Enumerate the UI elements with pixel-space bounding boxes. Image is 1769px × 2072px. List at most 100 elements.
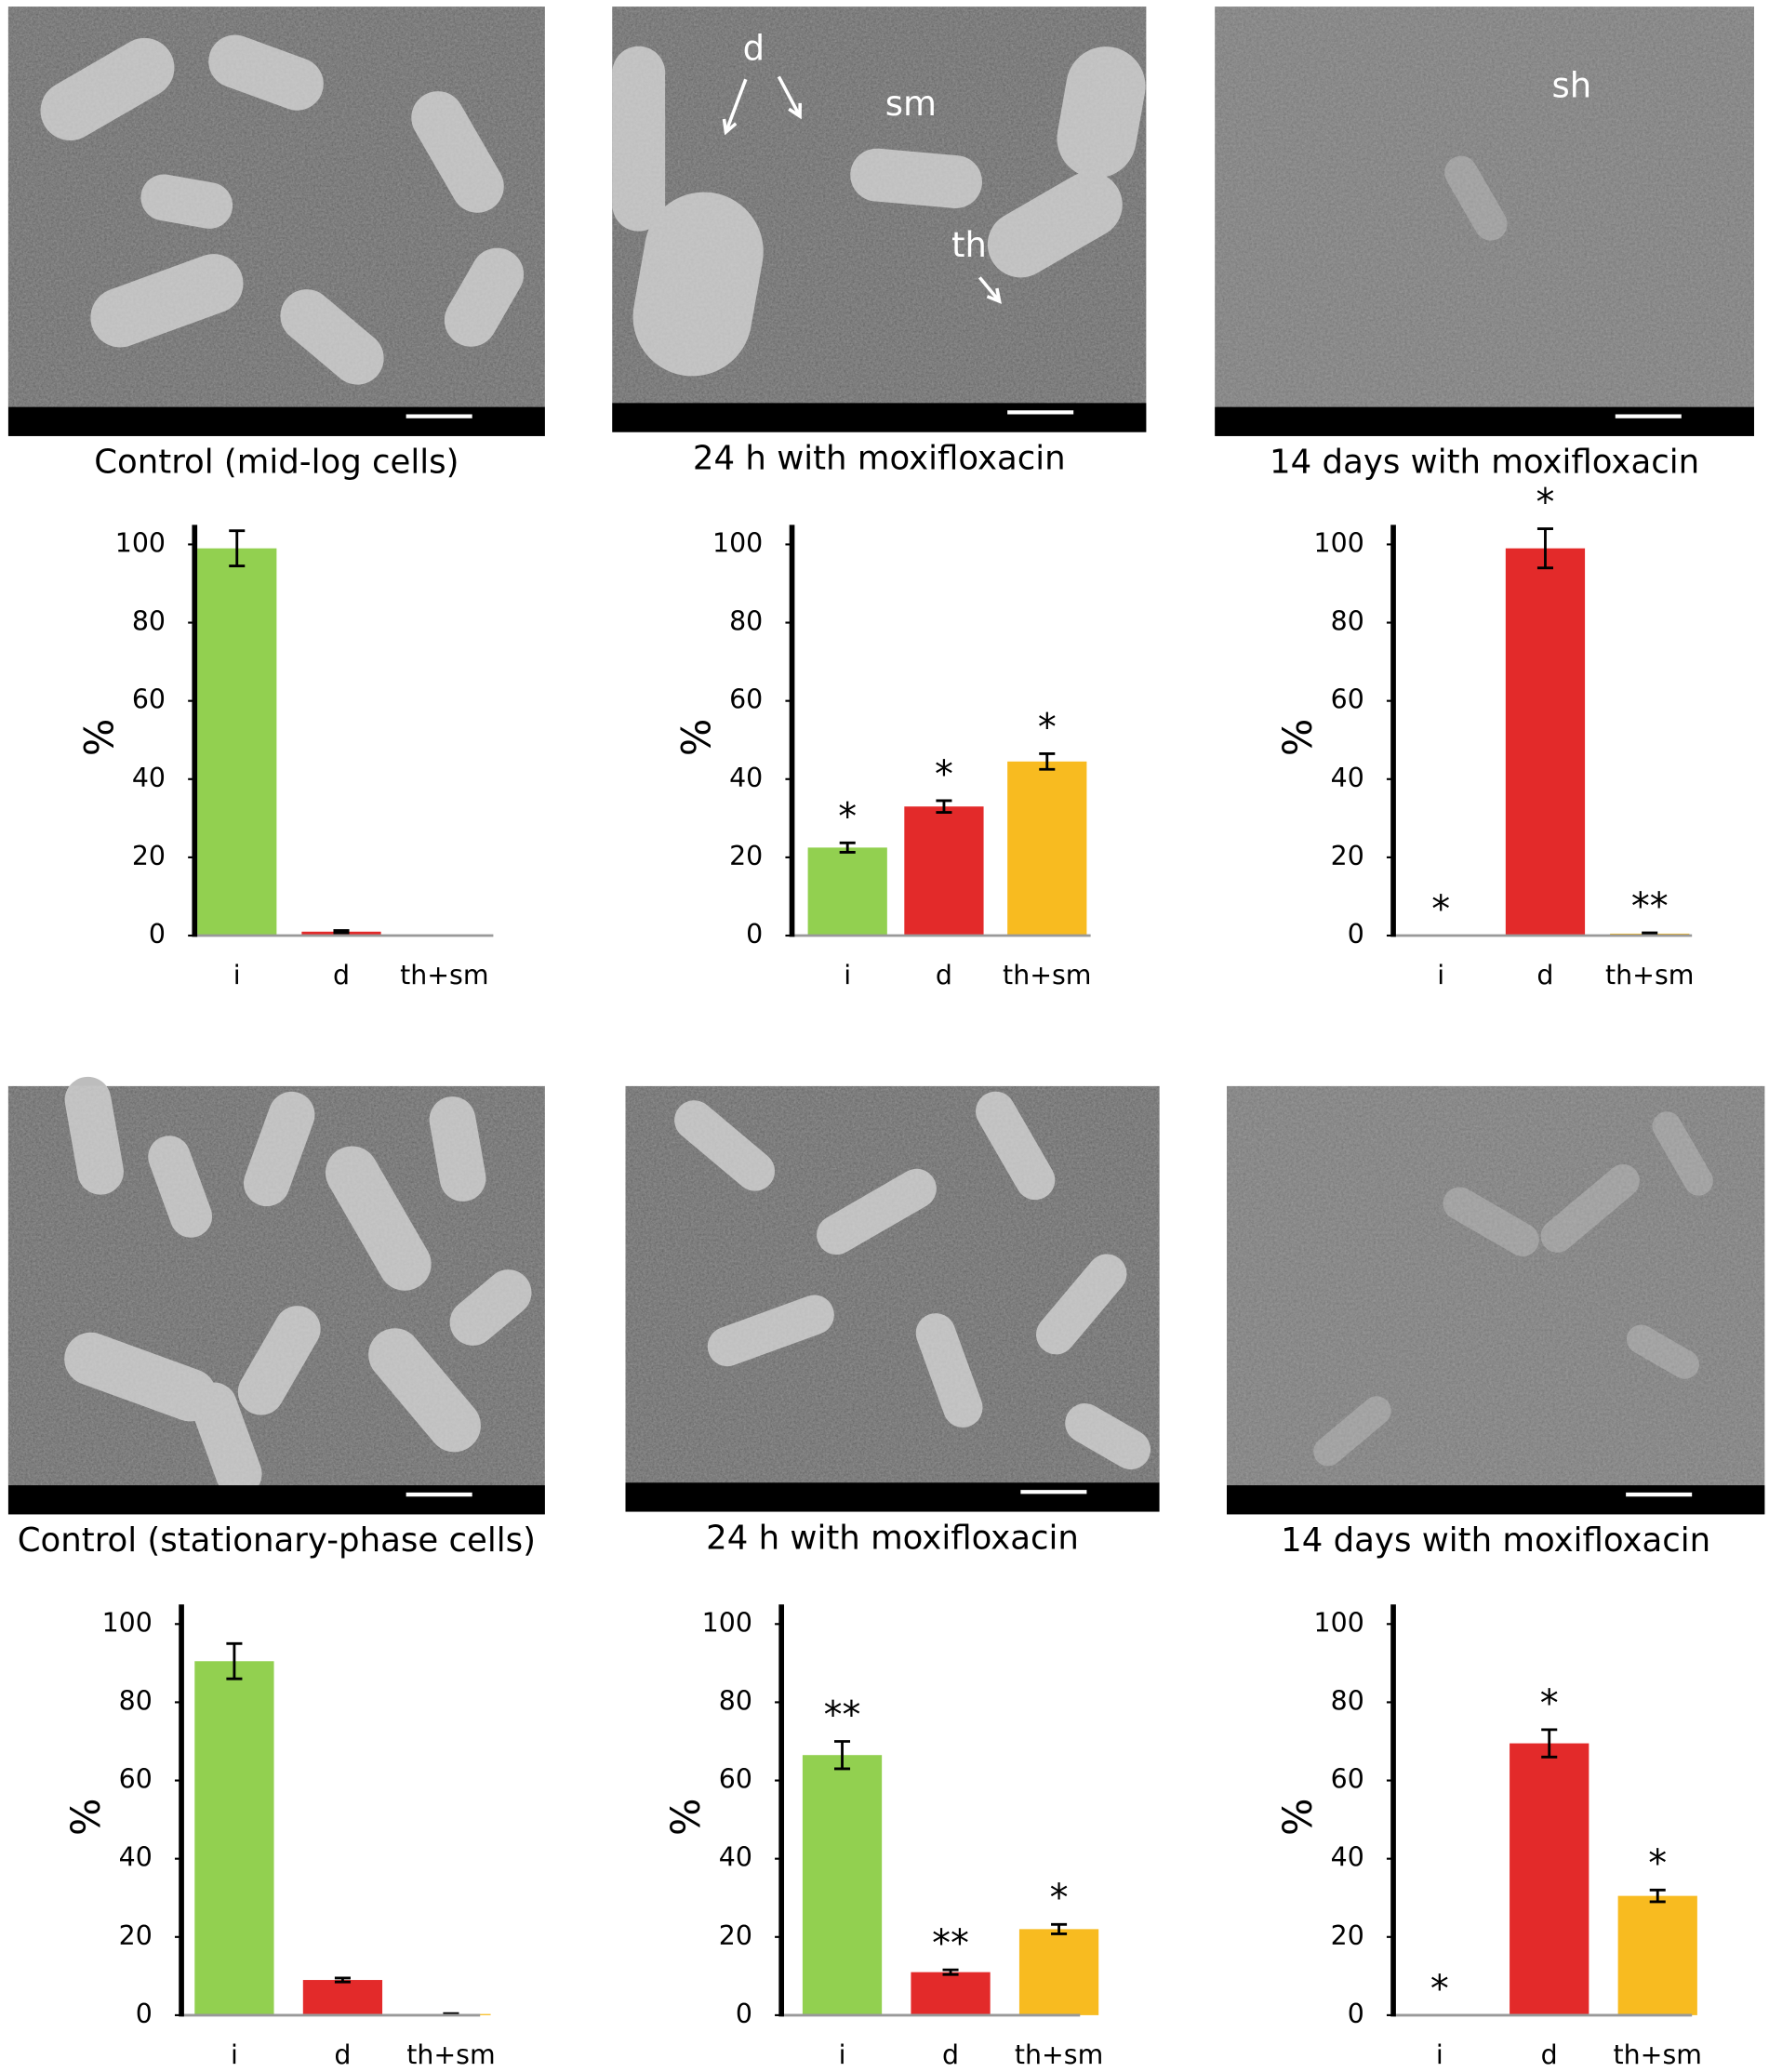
significance-mark: *: [1050, 1877, 1069, 1919]
bar: [807, 847, 887, 936]
y-tick-label: 100: [712, 527, 763, 558]
error-bar: [834, 1740, 851, 1771]
sem-image: [1227, 1085, 1765, 1515]
bar-chart: 0 20 40 60 80 100% i * d * th+sm *: [674, 525, 1091, 990]
y-tick-label: 100: [702, 1607, 752, 1638]
y-tick-label: 40: [1331, 1842, 1364, 1873]
bar: [911, 1972, 991, 2015]
image-label: th: [951, 225, 987, 265]
y-tick-label: 20: [729, 841, 763, 871]
x-tick-label: d: [333, 960, 350, 990]
bar: [302, 1980, 383, 2015]
bar-chart: 0 20 40 60 80 100% i * d * th+sm **: [1275, 482, 1694, 991]
arrow: [777, 75, 802, 117]
info-bar: [7, 1485, 545, 1515]
image-caption: 14 days with moxifloxacin: [1281, 1521, 1710, 1560]
y-axis-label: %: [663, 1799, 710, 1836]
image-grain: [1215, 7, 1754, 407]
arrow-head: [986, 287, 1002, 304]
image-grain: [612, 7, 1147, 404]
y-tick-label: 60: [1331, 684, 1364, 715]
image-caption: 24 h with moxifloxacin: [693, 439, 1066, 477]
error-bar: [942, 1968, 959, 1976]
significance-mark: **: [932, 1922, 969, 1965]
error-bar: [1039, 752, 1056, 771]
x-tick-label: th+sm: [406, 2039, 495, 2070]
image-caption: Control (mid-log cells): [94, 444, 459, 482]
bar: [1505, 548, 1586, 936]
error-bar: [839, 841, 856, 854]
x-tick-label: i: [1436, 2039, 1443, 2070]
error-bar: [229, 529, 246, 567]
arrow-head: [788, 102, 802, 120]
significance-mark: *: [1038, 706, 1057, 749]
info-bar: [625, 1482, 1160, 1512]
bar: [197, 548, 277, 936]
x-tick-label: d: [942, 2039, 959, 2070]
y-tick-label: 40: [132, 763, 166, 793]
image-grain: [7, 7, 545, 407]
x-tick-label: th+sm: [1015, 2039, 1103, 2070]
significance-mark: *: [1648, 1842, 1667, 1885]
error-bar: [1051, 1922, 1068, 1935]
y-tick-label: 60: [719, 1764, 752, 1795]
significance-mark: *: [1536, 482, 1555, 525]
y-tick-label: 0: [149, 919, 166, 950]
y-tick-label: 20: [719, 1920, 752, 1951]
info-bar: [612, 403, 1147, 432]
image-grain: [1227, 1085, 1765, 1486]
bar: [1617, 1895, 1697, 2015]
y-axis-label: %: [1275, 1799, 1322, 1836]
sem-image: [612, 7, 1147, 432]
bar-chart: 0 20 40 60 80 100% i d th+sm: [63, 1604, 496, 2070]
bar: [904, 806, 984, 936]
sem-image: [7, 7, 545, 436]
x-tick-label: i: [844, 960, 851, 990]
significance-mark: **: [824, 1693, 861, 1736]
y-tick-label: 20: [119, 1920, 153, 1951]
x-tick-label: th+sm: [1614, 2039, 1702, 2070]
bar-chart: 0 20 40 60 80 100% i * d * th+sm *: [1275, 1604, 1702, 2070]
y-axis-label: %: [76, 719, 123, 757]
image-label: sm: [885, 84, 937, 124]
y-axis-label: %: [674, 719, 721, 757]
error-bar: [334, 1976, 351, 1984]
significance-mark: *: [935, 753, 953, 796]
x-tick-label: i: [839, 2039, 846, 2070]
y-axis-label: %: [1275, 719, 1322, 757]
y-tick-label: 20: [1331, 841, 1364, 871]
y-tick-label: 80: [132, 606, 166, 637]
error-bar: [1642, 931, 1658, 936]
image-grain: [7, 1085, 545, 1486]
arrow: [978, 276, 1001, 303]
error-bar: [1649, 1888, 1666, 1904]
y-tick-label: 0: [136, 1999, 153, 2029]
sem-image: [625, 1085, 1160, 1512]
y-tick-label: 80: [719, 1685, 752, 1716]
y-tick-label: 80: [119, 1685, 153, 1716]
bar-chart: 0 20 40 60 80 100% i ** d ** th+sm *: [663, 1604, 1103, 2070]
y-tick-label: 100: [102, 1607, 153, 1638]
y-tick-label: 0: [1348, 1999, 1364, 2029]
error-bar: [333, 929, 350, 935]
y-tick-label: 40: [119, 1842, 153, 1873]
image-label: sh: [1552, 65, 1592, 105]
y-tick-label: 100: [1314, 1607, 1364, 1638]
image-label: d: [743, 28, 765, 68]
image-caption: Control (stationary-phase cells): [18, 1521, 536, 1560]
error-bar: [1536, 527, 1553, 570]
x-tick-label: i: [233, 960, 241, 990]
y-tick-label: 0: [736, 1999, 752, 2029]
error-bar: [1541, 1728, 1558, 1759]
info-bar: [1227, 1485, 1765, 1515]
significance-mark: *: [1431, 888, 1450, 931]
y-tick-label: 40: [729, 763, 763, 793]
x-tick-label: d: [1541, 2039, 1558, 2070]
image-caption: 24 h with moxifloxacin: [706, 1519, 1079, 1557]
bar: [1510, 1743, 1589, 2015]
x-tick-label: d: [936, 960, 952, 990]
sem-image: [1215, 7, 1754, 436]
significance-mark: *: [838, 795, 857, 838]
y-tick-label: 0: [746, 919, 763, 950]
arrow-head: [722, 118, 738, 136]
